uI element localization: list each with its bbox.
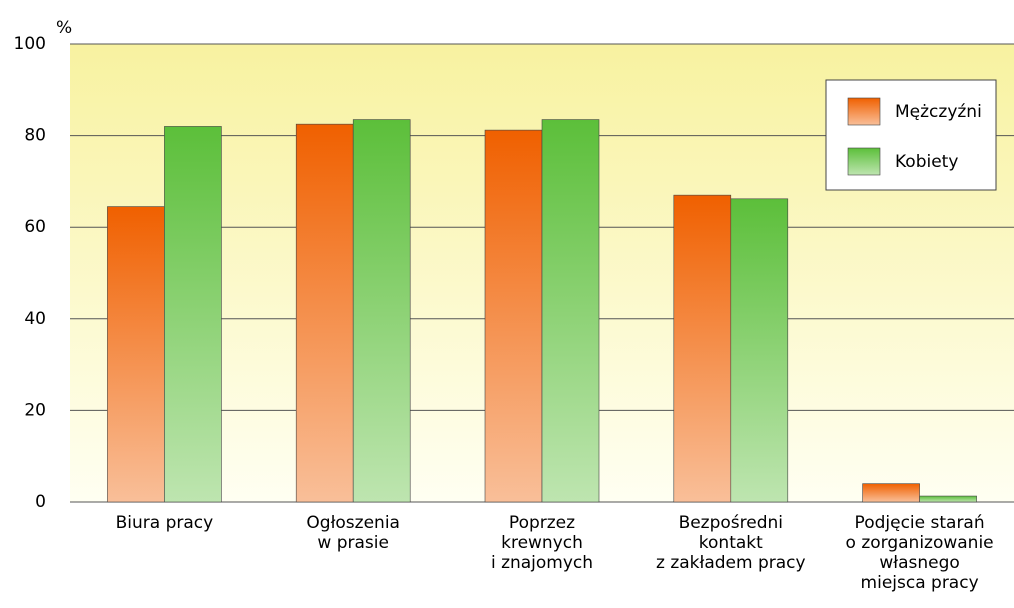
bar	[862, 483, 920, 503]
x-tick-label: Poprzez krewnych i znajomych	[490, 513, 594, 573]
bar	[673, 194, 732, 503]
x-tick-label: Biura pracy	[115, 513, 214, 533]
y-tick-label: 60	[24, 217, 46, 237]
y-unit-label: %	[56, 18, 72, 38]
bar	[919, 495, 977, 503]
bar	[541, 119, 600, 503]
bar	[164, 126, 222, 503]
bar	[107, 206, 165, 503]
x-tick-label: Ogłoszenia w prasie	[306, 513, 400, 553]
y-tick-label: 40	[24, 309, 46, 329]
bar	[295, 123, 354, 503]
bar	[352, 119, 411, 503]
x-tick-label: Podjęcie starań o zorganizowanie własneg…	[845, 513, 994, 593]
legend-swatch	[847, 97, 881, 126]
x-tick-label: Bezpośredni kontakt z zakładem pracy	[656, 513, 806, 573]
y-tick-label: 20	[24, 400, 46, 420]
bar	[484, 129, 543, 503]
y-tick-label: 80	[24, 126, 46, 146]
y-tick-label: 100	[14, 34, 46, 54]
legend-label: Mężczyźni	[895, 102, 982, 122]
legend-swatch	[847, 147, 881, 176]
legend-label: Kobiety	[895, 152, 958, 172]
bar	[730, 198, 789, 503]
y-tick-label: 0	[35, 492, 46, 512]
